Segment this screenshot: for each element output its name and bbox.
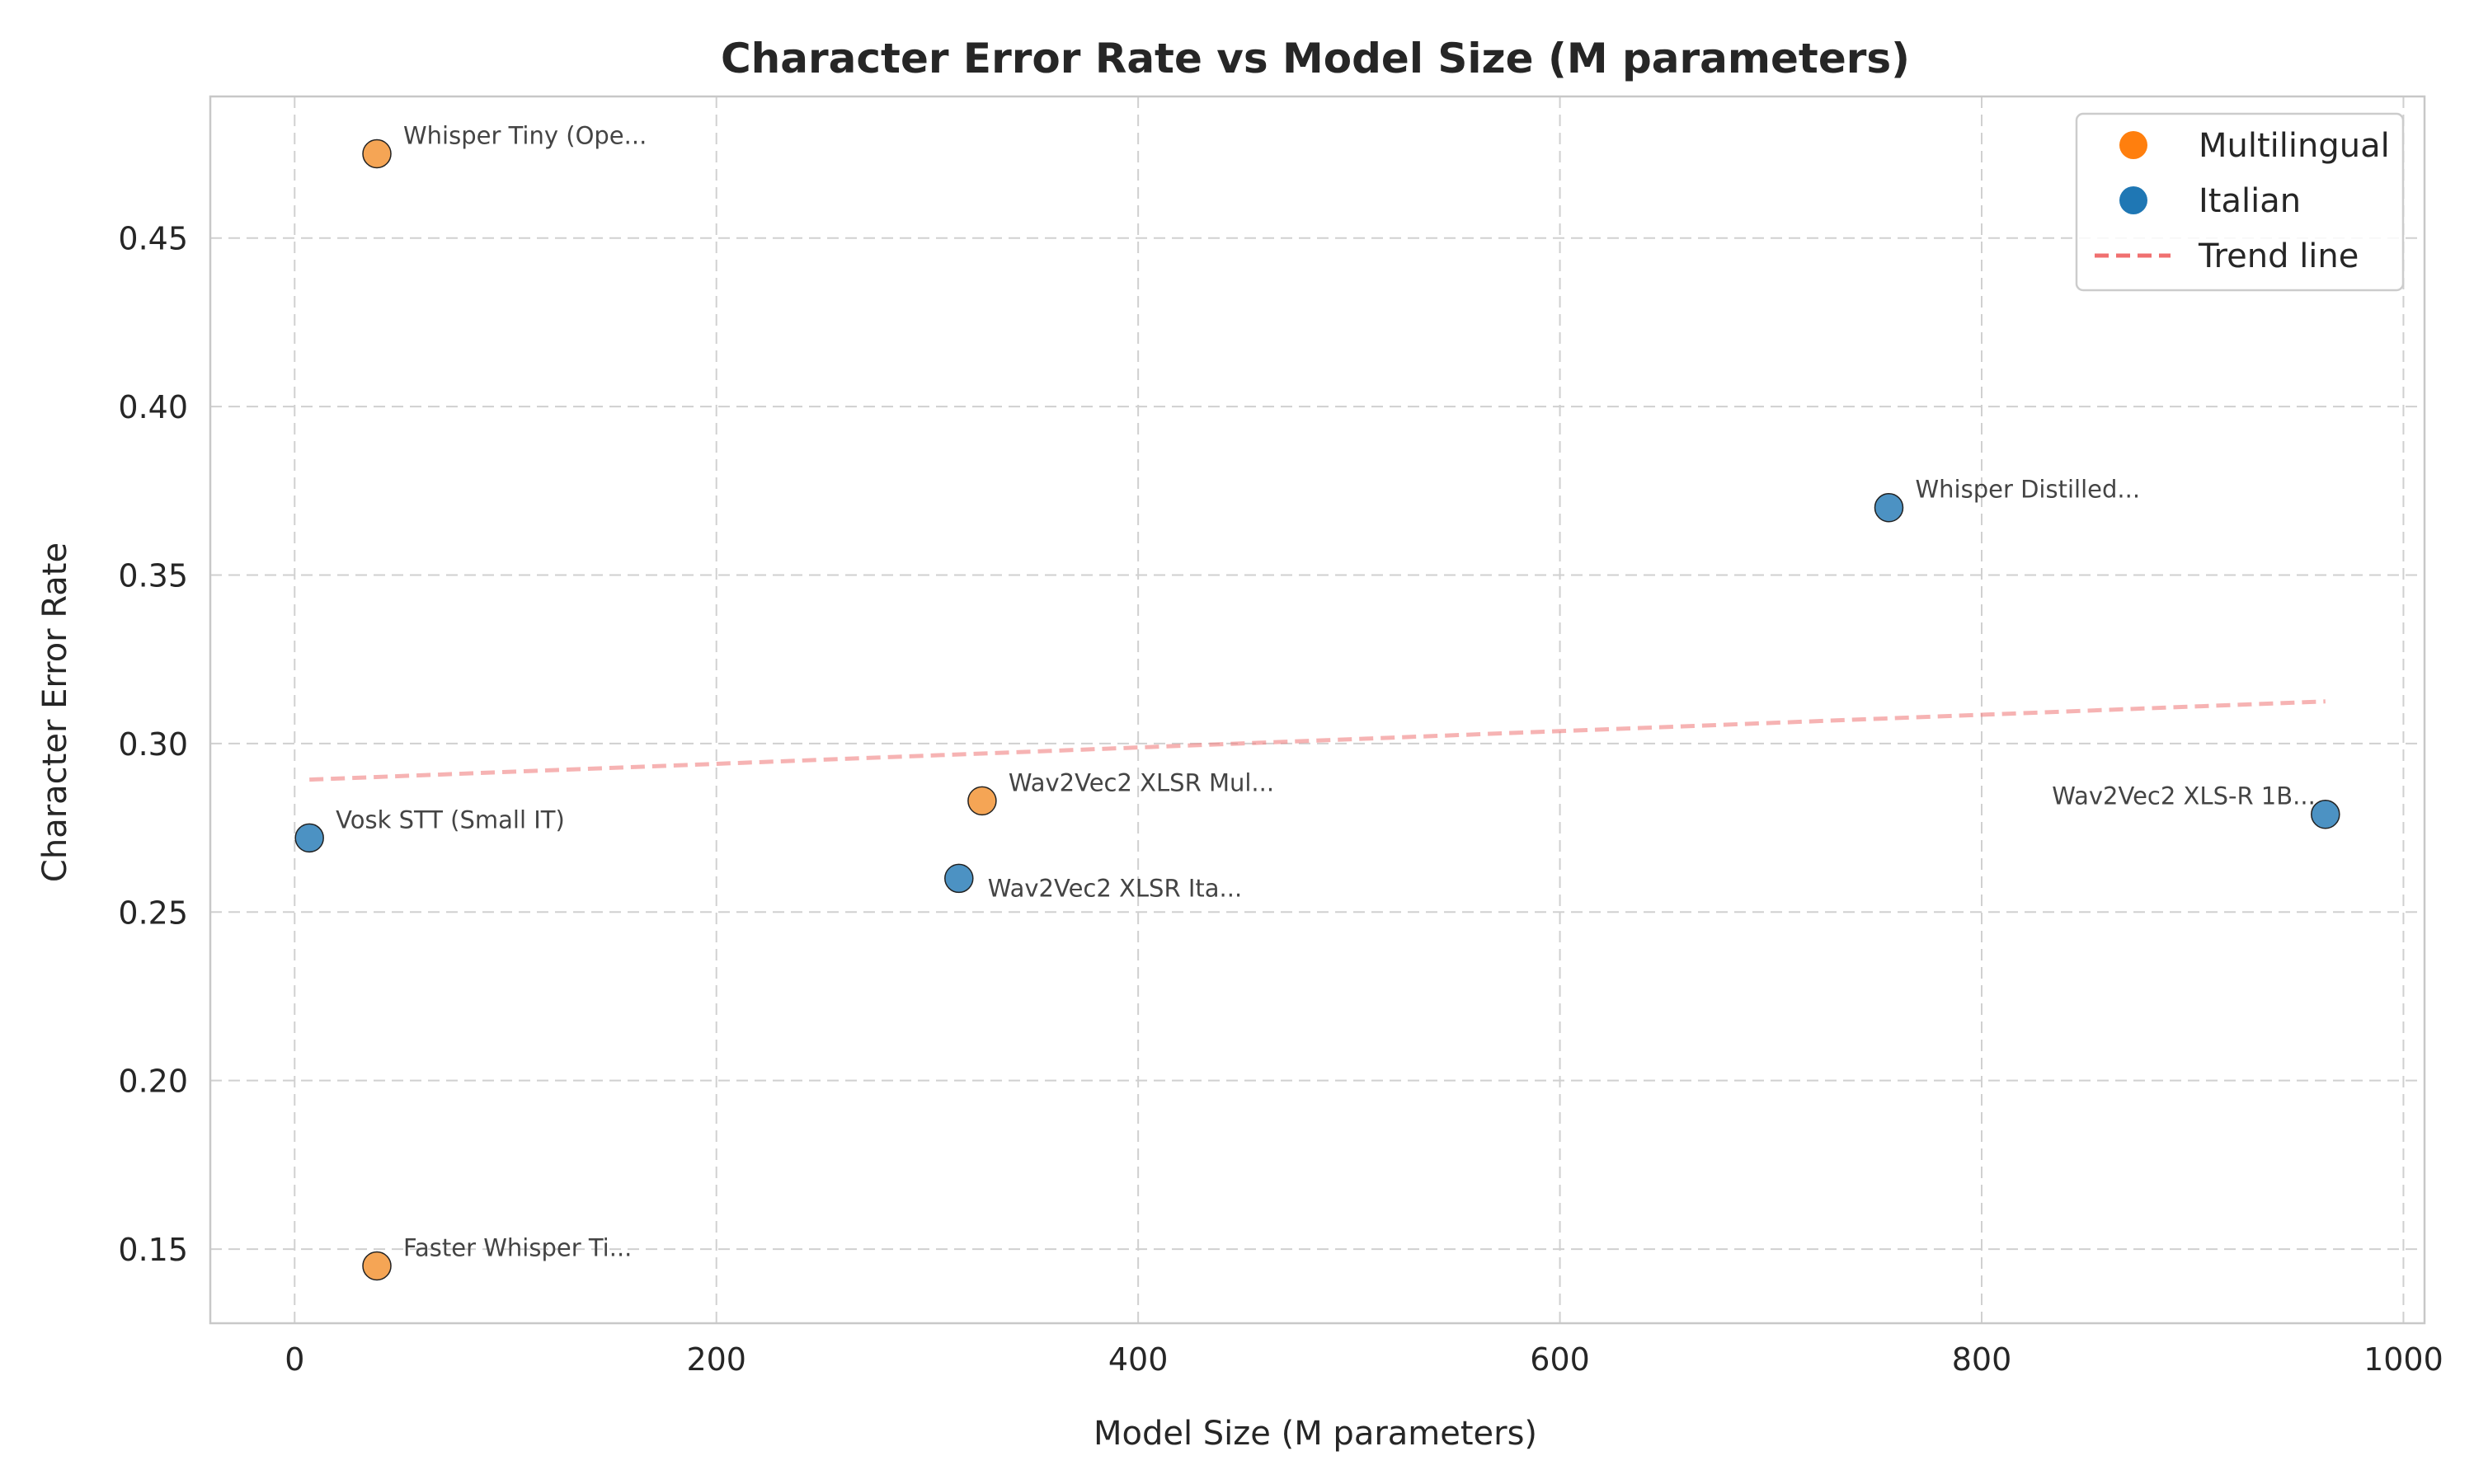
trend-line-layer — [309, 699, 2326, 782]
data-point-italian — [944, 863, 974, 894]
point-label: Wav2Vec2 XLS-R 1B... — [2052, 782, 2316, 810]
data-point-italian — [294, 823, 324, 853]
legend-marker-italian — [2119, 186, 2147, 214]
y-tick-label: 0.35 — [118, 557, 188, 594]
y-tick-label: 0.25 — [118, 895, 188, 931]
point-labels: Whisper Tiny (Ope... Faster Whisper Ti...… — [336, 121, 2316, 1261]
legend-label-italian: Italian — [2199, 182, 2301, 220]
legend-box — [2075, 112, 2405, 292]
x-tick-label: 0 — [285, 1341, 304, 1378]
y-axis-ticks: 0.15 0.20 0.25 0.30 0.35 0.40 0.45 — [118, 221, 188, 1268]
data-point-multilingual — [967, 786, 997, 816]
data-point-italian — [1874, 492, 1904, 523]
x-axis-ticks: 0 200 400 600 800 1000 — [285, 1341, 2443, 1378]
legend-label-trend-line: Trend line — [2198, 237, 2359, 275]
legend-label-multilingual: Multilingual — [2199, 127, 2390, 165]
chart-title: Character Error Rate vs Model Size (M pa… — [721, 35, 1910, 82]
point-label: Wav2Vec2 XLSR Mul... — [1009, 768, 1274, 796]
grid — [210, 96, 2425, 1323]
x-tick-label: 400 — [1108, 1341, 1169, 1378]
y-tick-label: 0.30 — [118, 726, 188, 763]
y-tick-label: 0.15 — [118, 1232, 188, 1268]
legend: Multilingual Italian Trend line — [2075, 112, 2405, 292]
point-label: Whisper Tiny (Ope... — [403, 121, 647, 149]
y-tick-label: 0.40 — [118, 389, 188, 425]
point-label: Whisper Distilled... — [1915, 476, 2140, 504]
x-axis-label: Model Size (M parameters) — [1094, 1415, 1537, 1453]
y-tick-label: 0.20 — [118, 1064, 188, 1100]
trend-line — [309, 699, 2326, 782]
y-tick-label: 0.45 — [118, 221, 188, 257]
x-tick-label: 1000 — [2363, 1341, 2443, 1378]
plot-frame — [209, 95, 2426, 1325]
legend-marker-multilingual — [2119, 131, 2147, 159]
x-tick-label: 600 — [1530, 1341, 1590, 1378]
data-point-multilingual — [362, 1251, 392, 1281]
data-point-multilingual — [362, 139, 392, 169]
data-points — [294, 139, 2340, 1281]
y-axis-label: Character Error Rate — [36, 542, 74, 882]
point-label: Vosk STT (Small IT) — [336, 805, 565, 834]
point-label: Wav2Vec2 XLSR Ita... — [988, 874, 1242, 902]
x-tick-label: 800 — [1952, 1341, 2012, 1378]
point-label: Faster Whisper Ti... — [403, 1234, 632, 1262]
data-point-italian — [2311, 799, 2340, 829]
x-tick-label: 200 — [686, 1341, 746, 1378]
